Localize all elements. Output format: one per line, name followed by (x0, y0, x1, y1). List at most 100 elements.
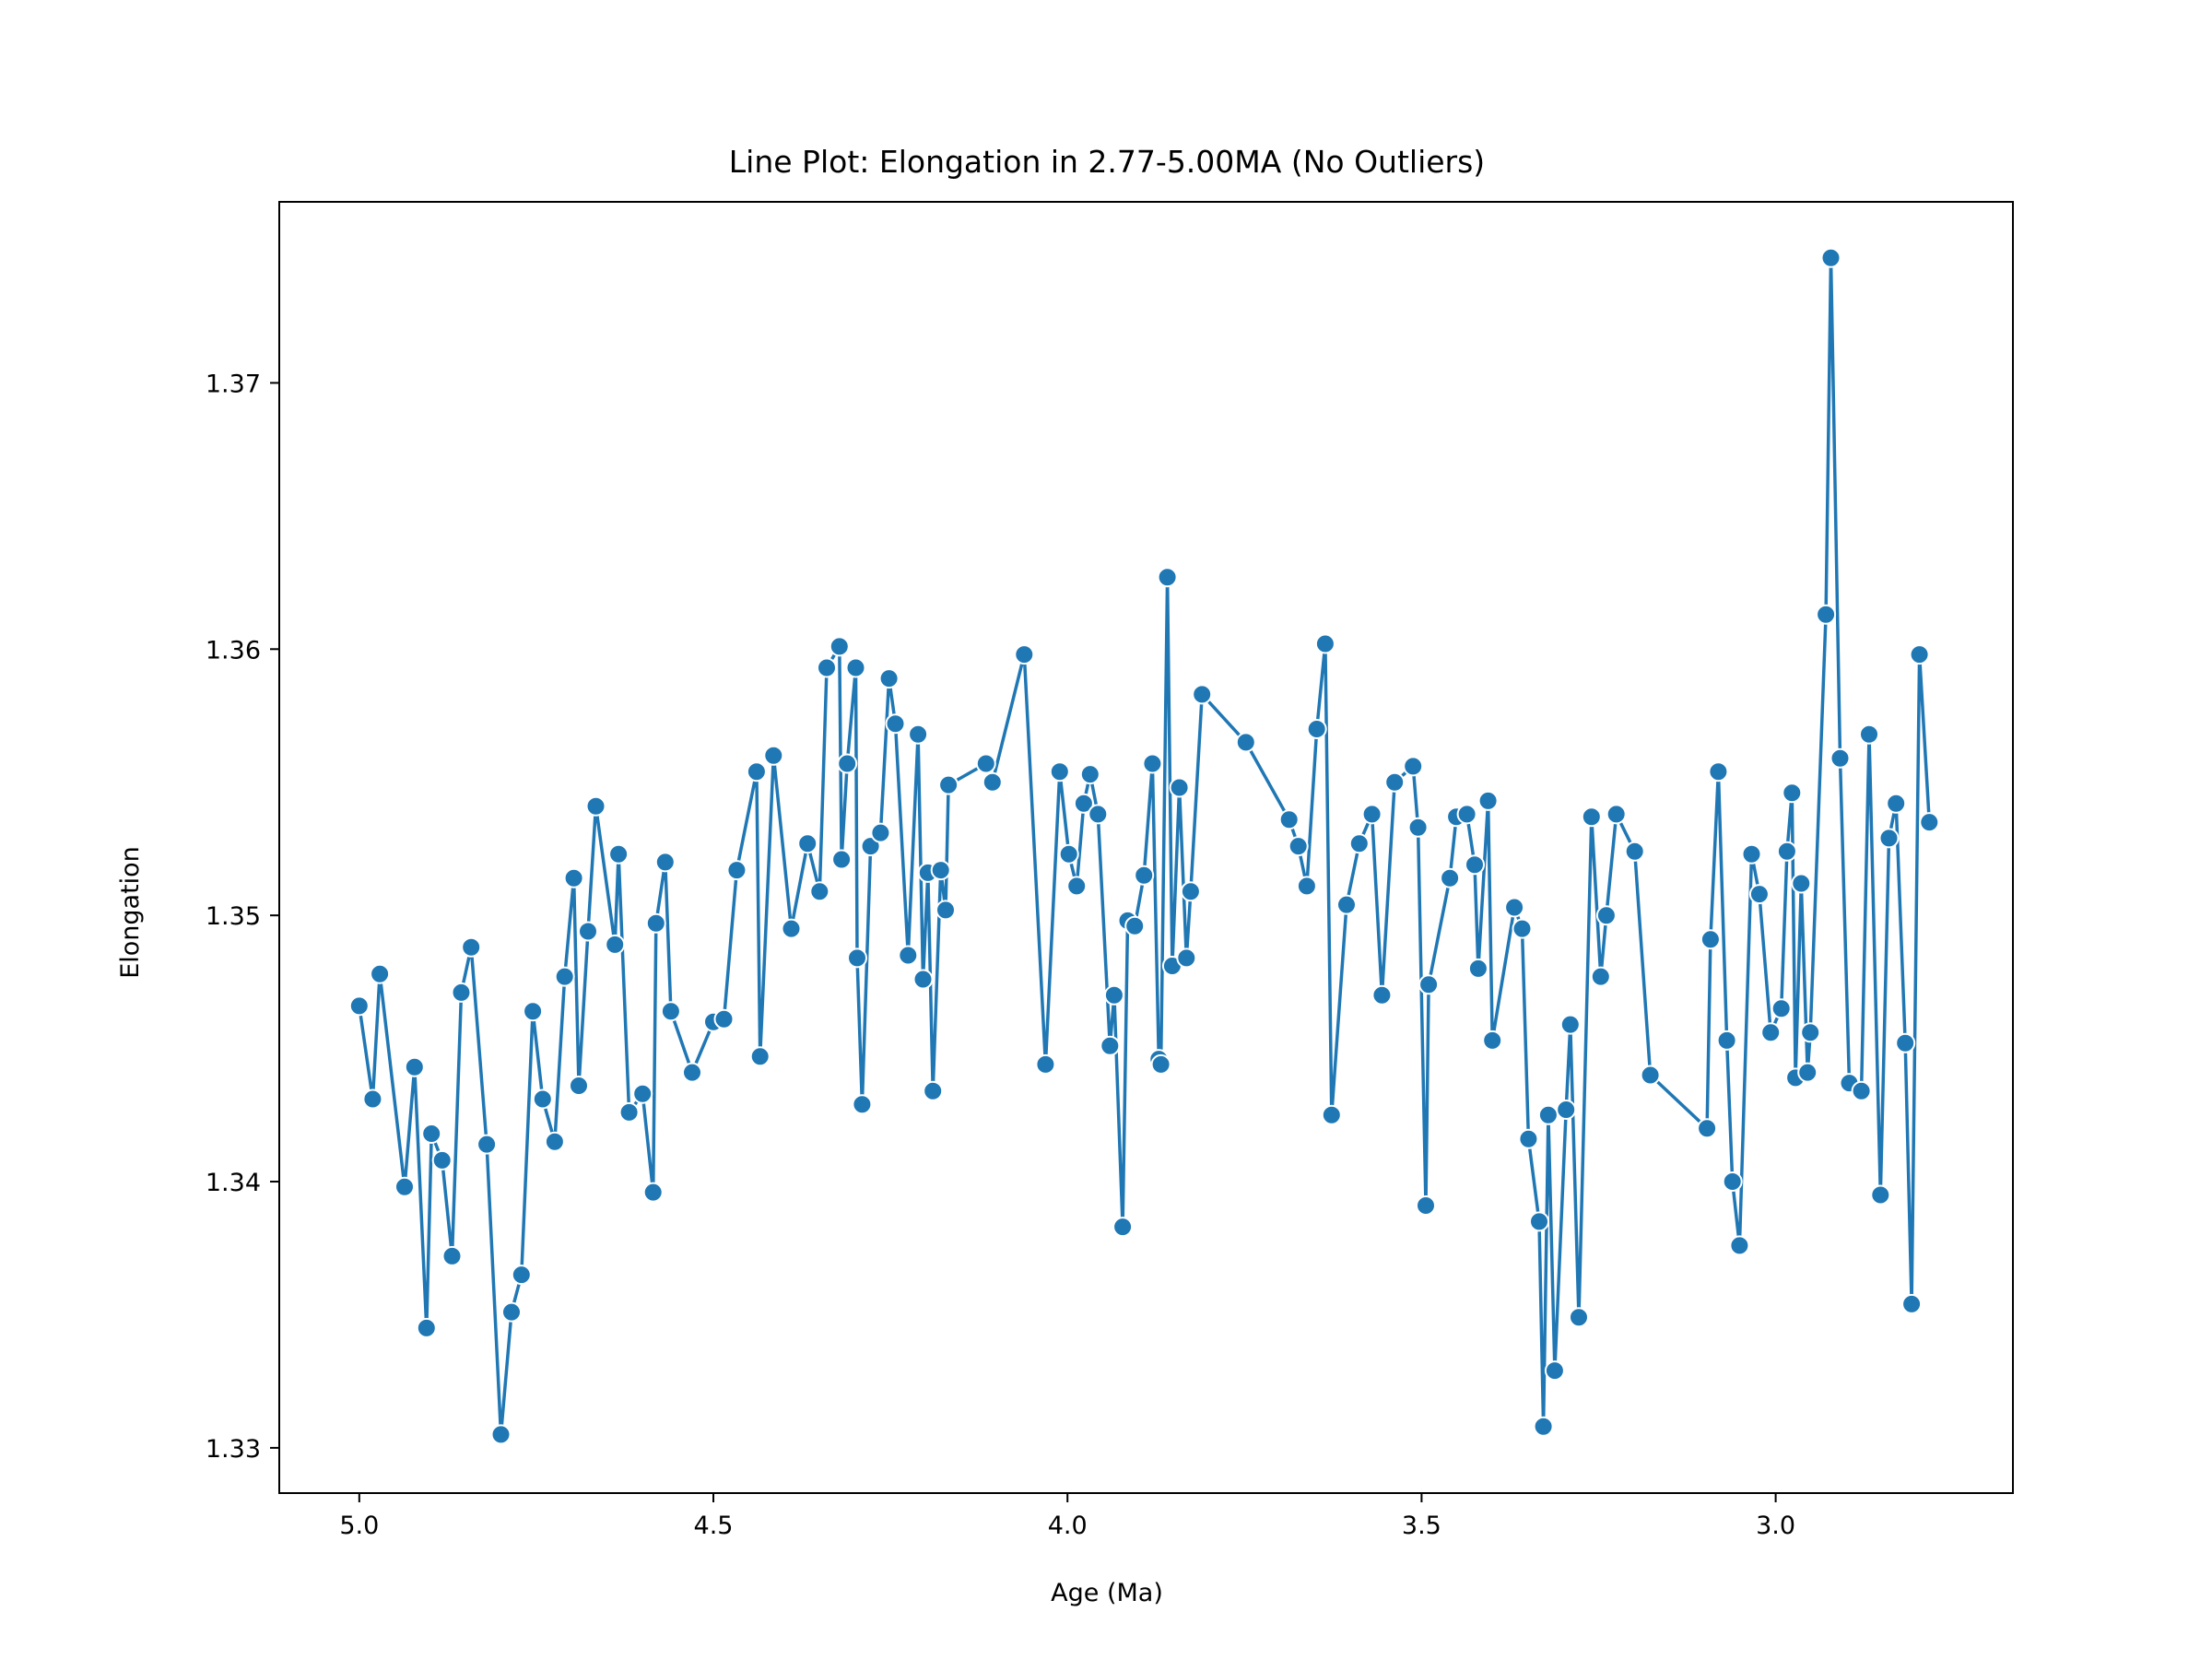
data-point (608, 843, 629, 865)
data-point (585, 795, 606, 817)
data-point (1640, 1065, 1661, 1086)
data-point (1760, 1022, 1782, 1043)
data-point (348, 995, 370, 1017)
data-point (713, 1008, 735, 1030)
data-point (1870, 1184, 1891, 1206)
data-point (632, 1083, 653, 1104)
data-point (642, 1182, 664, 1203)
x-tick-label: 3.5 (1402, 1512, 1441, 1540)
data-point (1176, 947, 1197, 969)
data-point (749, 1046, 771, 1067)
data-point (682, 1062, 702, 1083)
data-point (1590, 966, 1611, 987)
data-point (726, 860, 747, 881)
series-line (358, 255, 1932, 1437)
data-point (1100, 1035, 1121, 1056)
x-tick-label: 4.0 (1048, 1512, 1088, 1540)
data-point (1518, 1128, 1539, 1149)
data-point (1919, 812, 1940, 833)
data-point (1624, 841, 1645, 862)
data-point (1416, 1195, 1436, 1216)
data-point (1771, 998, 1792, 1019)
data-point (1407, 817, 1429, 838)
data-point (451, 982, 472, 1003)
data-point (1348, 833, 1370, 854)
data-point (885, 713, 906, 735)
x-tick-label: 3.0 (1756, 1512, 1795, 1540)
data-point (1537, 1104, 1559, 1125)
data-point (1700, 929, 1721, 950)
x-tick-label: 4.5 (694, 1512, 734, 1540)
data-point (1820, 247, 1841, 268)
data-point (394, 1176, 415, 1197)
data-point (532, 1088, 553, 1110)
data-point (1465, 854, 1485, 876)
data-point (1909, 644, 1930, 665)
data-point (404, 1056, 425, 1077)
data-point (938, 774, 959, 795)
data-point (1440, 867, 1461, 888)
data-point (569, 1076, 589, 1096)
data-point (1595, 905, 1617, 926)
data-point (490, 1424, 512, 1445)
data-point (1058, 843, 1079, 865)
data-point (1529, 1211, 1549, 1232)
data-point (1830, 747, 1851, 769)
data-point (1124, 915, 1146, 936)
data-point (817, 657, 837, 678)
data-point (654, 852, 676, 873)
data-point (1014, 644, 1035, 665)
data-point (908, 724, 929, 745)
data-point (1134, 865, 1155, 886)
data-point (831, 849, 853, 870)
data-point (923, 1080, 944, 1101)
data-point (1729, 1235, 1750, 1256)
data-point (1482, 1030, 1503, 1051)
plot-area (348, 247, 1940, 1445)
x-tick-label: 5.0 (339, 1512, 379, 1540)
data-point (1321, 1104, 1342, 1125)
data-point (1791, 873, 1812, 894)
data-point (1797, 1062, 1818, 1083)
data-point (1716, 1030, 1737, 1051)
data-point (1901, 1293, 1923, 1314)
data-point (1722, 1171, 1743, 1192)
data-point (1418, 974, 1440, 995)
data-point (845, 657, 866, 678)
data-point (501, 1301, 522, 1323)
y-tick-label: 1.34 (206, 1169, 261, 1197)
data-point (1748, 884, 1770, 905)
data-point (878, 668, 900, 689)
data-point (554, 966, 575, 987)
data-point (362, 1088, 383, 1110)
data-point (1878, 828, 1900, 849)
plot-frame (278, 201, 2014, 1494)
data-point (1103, 984, 1124, 1006)
data-point (618, 1101, 640, 1123)
data-point (1296, 876, 1317, 897)
data-point (829, 636, 850, 657)
data-point (1556, 1100, 1577, 1120)
data-point (1336, 894, 1357, 915)
x-axis-label: Age (Ma) (1051, 1579, 1163, 1607)
data-point (511, 1265, 532, 1286)
data-point (1504, 897, 1525, 918)
data-point (1544, 1360, 1565, 1382)
data-point (1371, 984, 1393, 1006)
axes: 5.0 4.5 4.0 3.5 3.0 1.33 1.34 1.35 1.36 1.37 (206, 201, 2014, 1540)
data-point (1477, 790, 1499, 811)
data-point (847, 947, 867, 969)
data-point (1169, 777, 1190, 798)
chart-title: Line Plot: Elongation in 2.77-5.00MA (No… (729, 144, 1485, 180)
data-point (809, 881, 830, 902)
data-point (1088, 804, 1109, 825)
data-point (1157, 567, 1178, 588)
data-point (1384, 771, 1406, 793)
data-point (544, 1131, 565, 1152)
data-point (1049, 761, 1070, 782)
data-point (1782, 782, 1803, 804)
y-axis-label: Elongation (116, 846, 145, 979)
data-point (1403, 756, 1424, 777)
data-point (1467, 958, 1488, 979)
